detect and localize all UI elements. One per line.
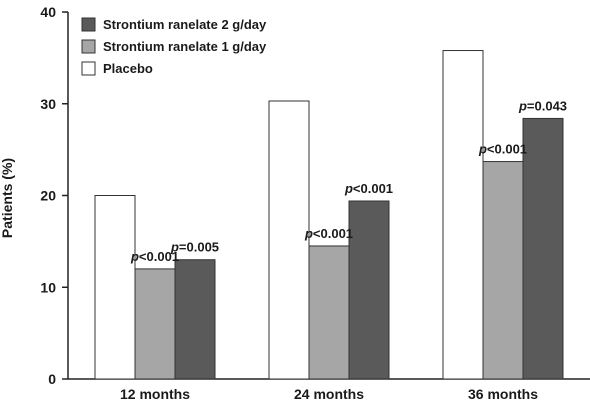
legend: Strontium ranelate 2 g/day Strontium rane… [81, 17, 267, 76]
bar-strontium-ranelate-1-g-day-12-months [134, 268, 176, 380]
legend-entry-label: Placebo [103, 61, 153, 76]
p-value-annotations: p<0.001p<0.001p<0.001p=0.005p<0.001p=0.0… [130, 98, 567, 263]
y-tick-label: 40 [40, 4, 56, 20]
bar-strontium-ranelate-2-g-day-36-months [522, 117, 564, 380]
bar-strontium-ranelate-2-g-day-12-months [174, 259, 216, 380]
legend-entry-label: Strontium ranelate 1 g/day [103, 39, 267, 54]
p-value-label: p=0.043 [518, 98, 567, 113]
y-tick-label: 0 [48, 371, 56, 387]
bar-strontium-ranelate-2-g-day-24-months [348, 200, 390, 380]
legend-swatch [81, 61, 96, 76]
x-tick-label: 12 months [120, 386, 190, 401]
x-tick-label: 24 months [294, 386, 364, 401]
y-axis-label: Patients (%) [0, 158, 15, 238]
y-tick-label: 30 [40, 96, 56, 112]
x-tick-label: 36 months [468, 386, 538, 401]
legend-entry-label: Strontium ranelate 2 g/day [103, 17, 267, 32]
bar-placebo-12-months [94, 195, 136, 380]
p-value-label: p=0.005 [170, 240, 219, 255]
bar-strontium-ranelate-1-g-day-24-months [308, 245, 350, 380]
bar-placebo-24-months [268, 100, 310, 380]
p-value-label: p<0.001 [478, 142, 527, 157]
y-tick-label: 20 [40, 188, 56, 204]
bars [94, 50, 564, 380]
bar-strontium-ranelate-1-g-day-36-months [482, 161, 524, 380]
p-value-label: p<0.001 [344, 181, 393, 196]
legend-swatch [81, 17, 96, 32]
p-value-label: p<0.001 [304, 226, 353, 241]
legend-swatch [81, 39, 96, 54]
y-tick-label: 10 [40, 279, 56, 295]
p-value-label: p<0.001 [130, 249, 179, 264]
bar-placebo-36-months [442, 50, 484, 380]
